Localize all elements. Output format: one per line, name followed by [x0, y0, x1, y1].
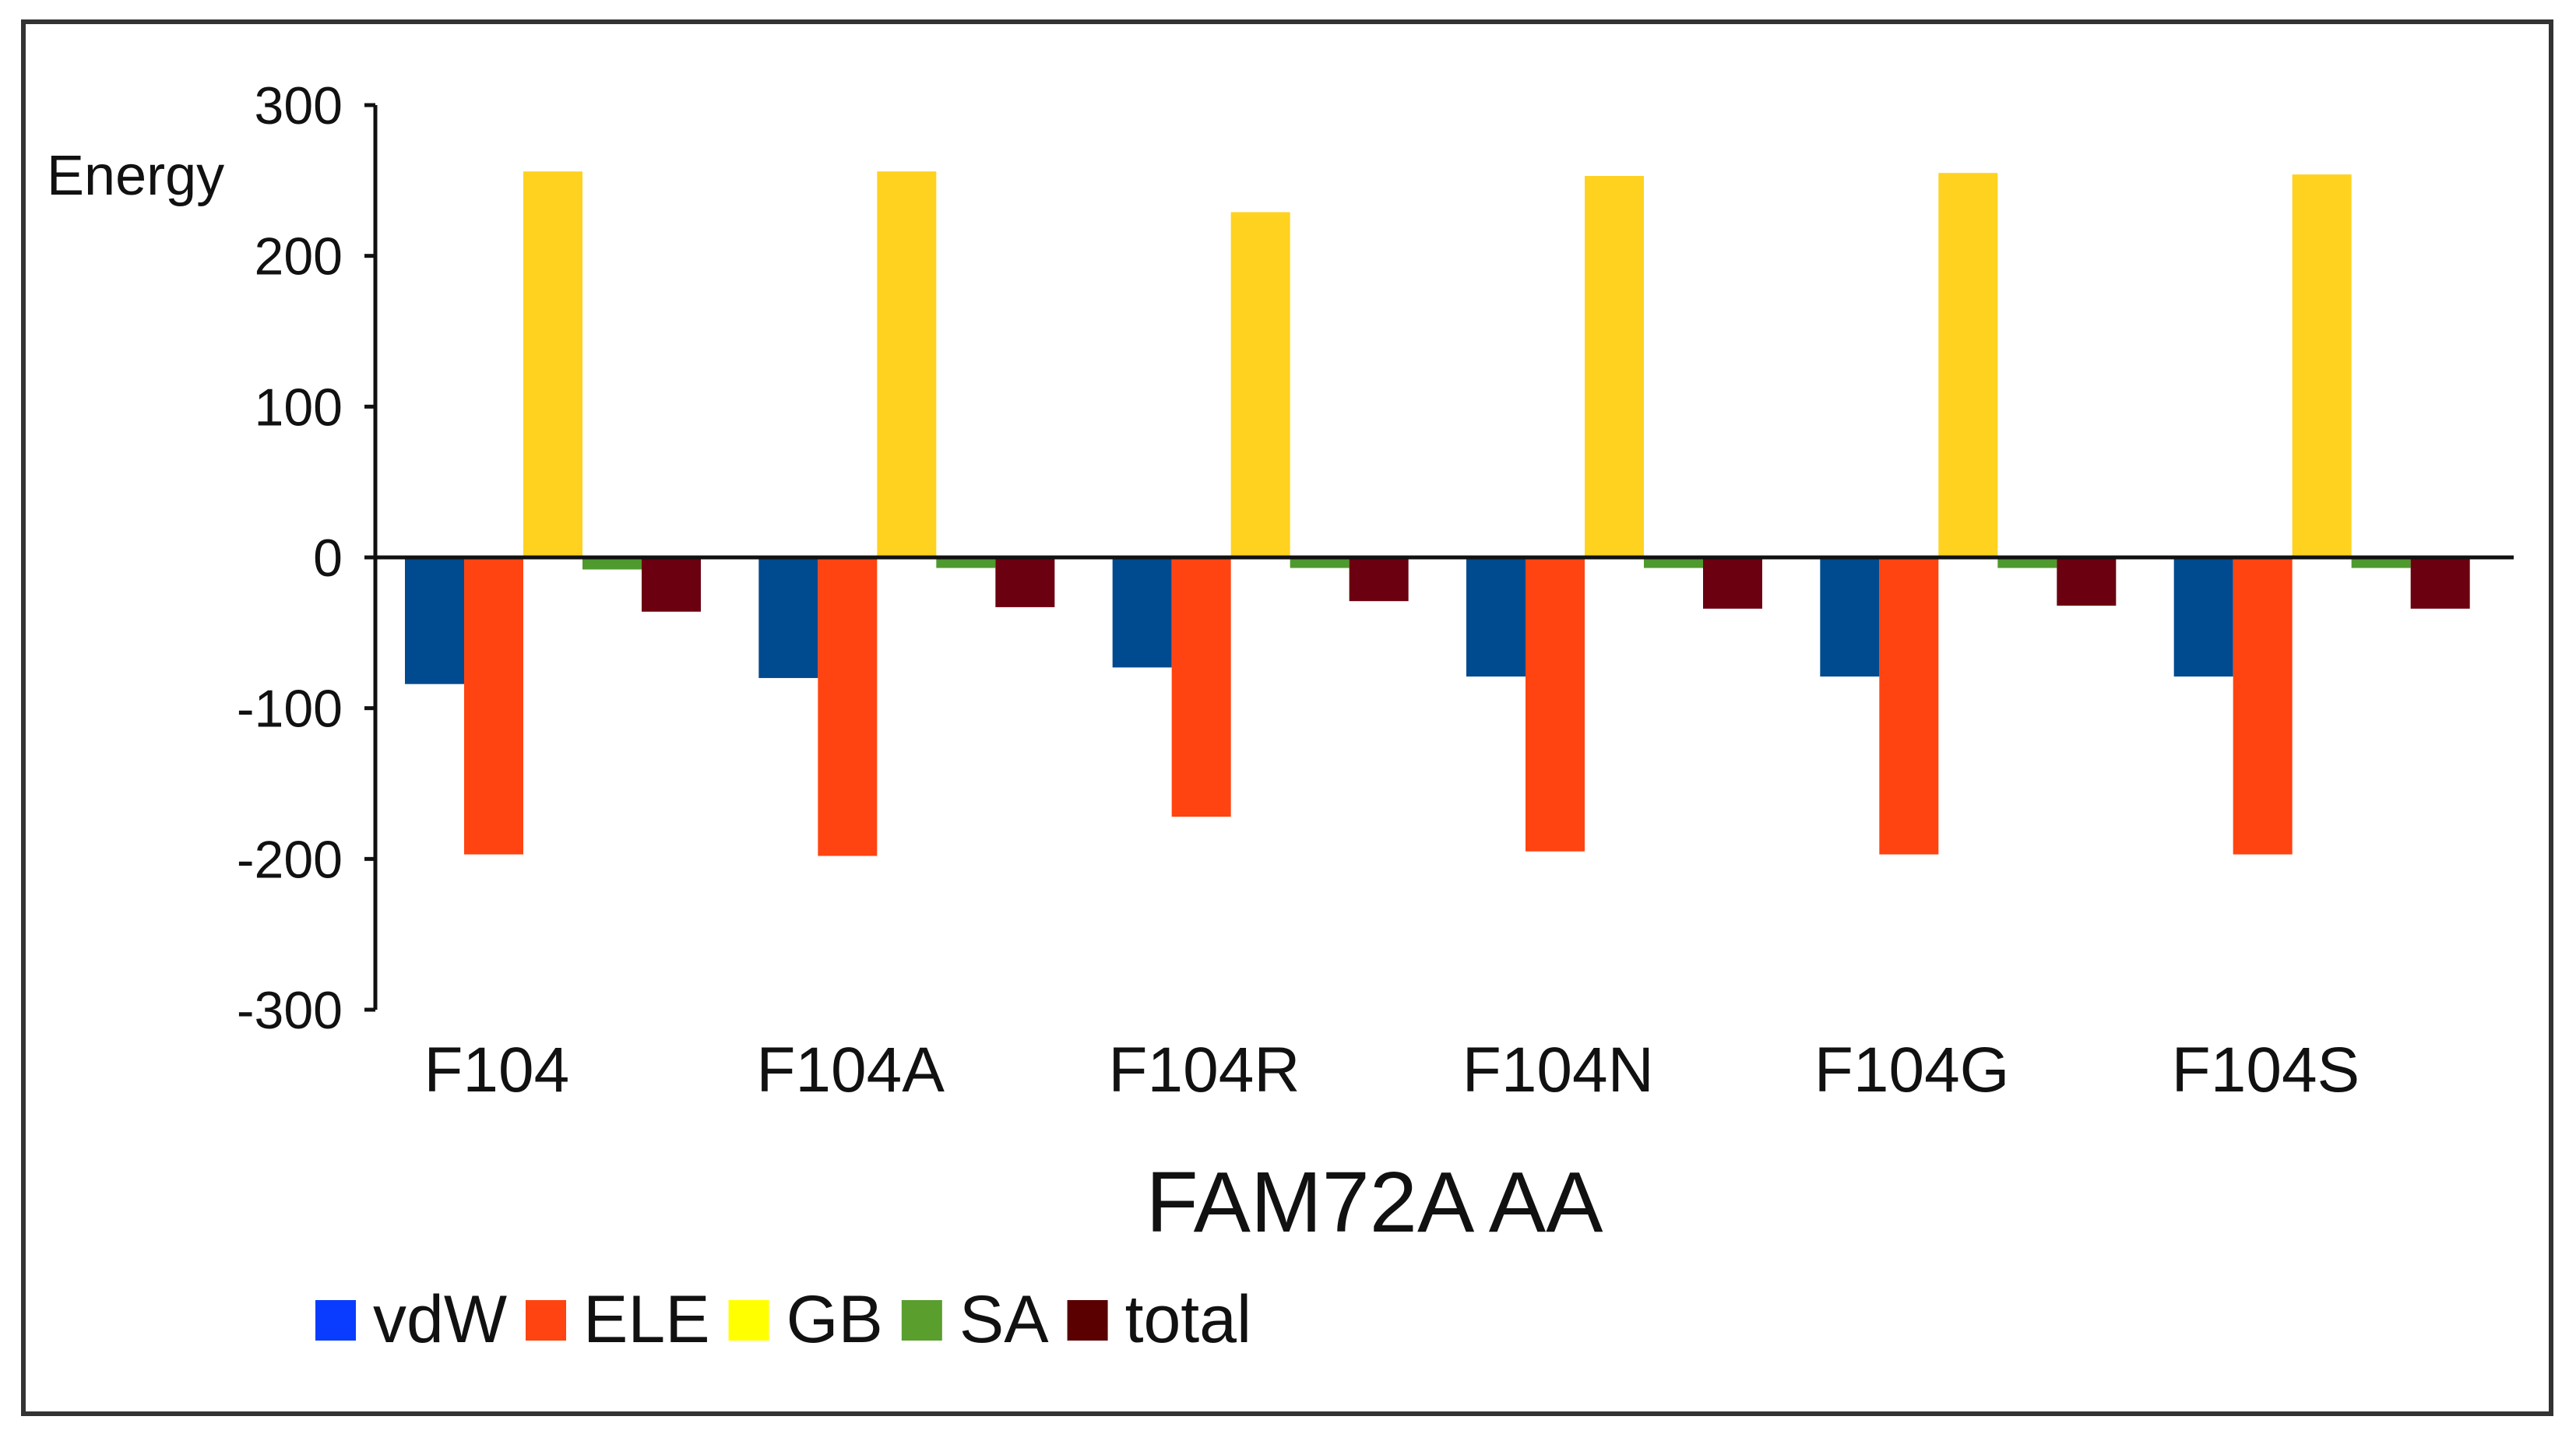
bar-total-f104s [2410, 557, 2470, 609]
legend-swatch-sa [901, 1300, 942, 1341]
bar-ele-f104s [2233, 557, 2293, 855]
bar-vdw-f104n [1466, 557, 1526, 677]
y-axis-title: Energy [47, 145, 224, 207]
x-tick-label: F104N [1462, 1035, 1654, 1105]
bar-gb-f104a [877, 171, 937, 558]
bar-vdw-f104a [758, 557, 818, 678]
bar-sa-f104s [2351, 557, 2411, 568]
bar-gb-f104n [1585, 176, 1644, 558]
bar-ele-f104g [1879, 557, 1939, 855]
labels-layer: F104 F104A F104R F104N F104G F104S 300 200 100 0 -… [237, 76, 2360, 1105]
x-tick-label: F104A [756, 1035, 945, 1105]
bar-sa-f104n [1644, 557, 1703, 568]
bar-sa-f104a [936, 557, 996, 568]
legend-swatch-ele [526, 1300, 566, 1341]
bar-total-f104r [1349, 557, 1409, 602]
legend: vdW ELE GB SA total [315, 1282, 1251, 1357]
x-tick-label: F104G [1814, 1035, 2010, 1105]
legend-label-ele: ELE [583, 1282, 710, 1357]
legend-label-vdw: vdW [373, 1282, 507, 1357]
bar-ele-f104r [1171, 557, 1231, 817]
legend-swatch-gb [728, 1300, 769, 1341]
legend-swatch-vdw [315, 1300, 356, 1341]
legend-label-sa: SA [959, 1282, 1049, 1357]
y-tick-label: 300 [255, 76, 343, 135]
y-tick-label: -300 [237, 981, 343, 1040]
bar-vdw-f104g [1820, 557, 1880, 677]
bar-ele-f104 [464, 557, 523, 855]
bar-vdw-f104s [2173, 557, 2233, 677]
x-axis-title: FAM72A AA [1145, 1155, 1603, 1250]
y-tick-label: -200 [237, 830, 343, 889]
x-tick-label: F104 [424, 1035, 569, 1105]
bar-sa-f104g [1997, 557, 2057, 568]
bar-gb-f104r [1230, 212, 1290, 557]
axes-layer [364, 103, 2514, 1012]
y-tick-label: 0 [313, 529, 343, 588]
bar-vdw-f104r [1112, 557, 1172, 668]
bars-layer [405, 171, 2470, 856]
x-tick-label: F104R [1108, 1035, 1300, 1105]
bar-ele-f104n [1526, 557, 1585, 852]
legend-swatch-total [1067, 1300, 1108, 1341]
bar-sa-f104r [1290, 557, 1350, 568]
bar-sa-f104 [582, 557, 642, 570]
bar-total-f104g [2057, 557, 2117, 606]
bar-ele-f104a [818, 557, 878, 856]
y-tick-label: 200 [255, 227, 343, 286]
bar-total-f104n [1703, 557, 1762, 609]
legend-label-total: total [1125, 1282, 1252, 1357]
bar-gb-f104 [523, 171, 582, 558]
bar-vdw-f104 [405, 557, 464, 684]
legend-label-gb: GB [787, 1282, 883, 1357]
bar-total-f104a [995, 557, 1055, 607]
x-tick-label: F104S [2172, 1035, 2360, 1105]
bar-gb-f104s [2292, 174, 2352, 557]
bar-total-f104 [642, 557, 701, 612]
bar-gb-f104g [1938, 173, 1998, 557]
y-tick-label: 100 [255, 378, 343, 437]
y-tick-label: -100 [237, 680, 343, 739]
